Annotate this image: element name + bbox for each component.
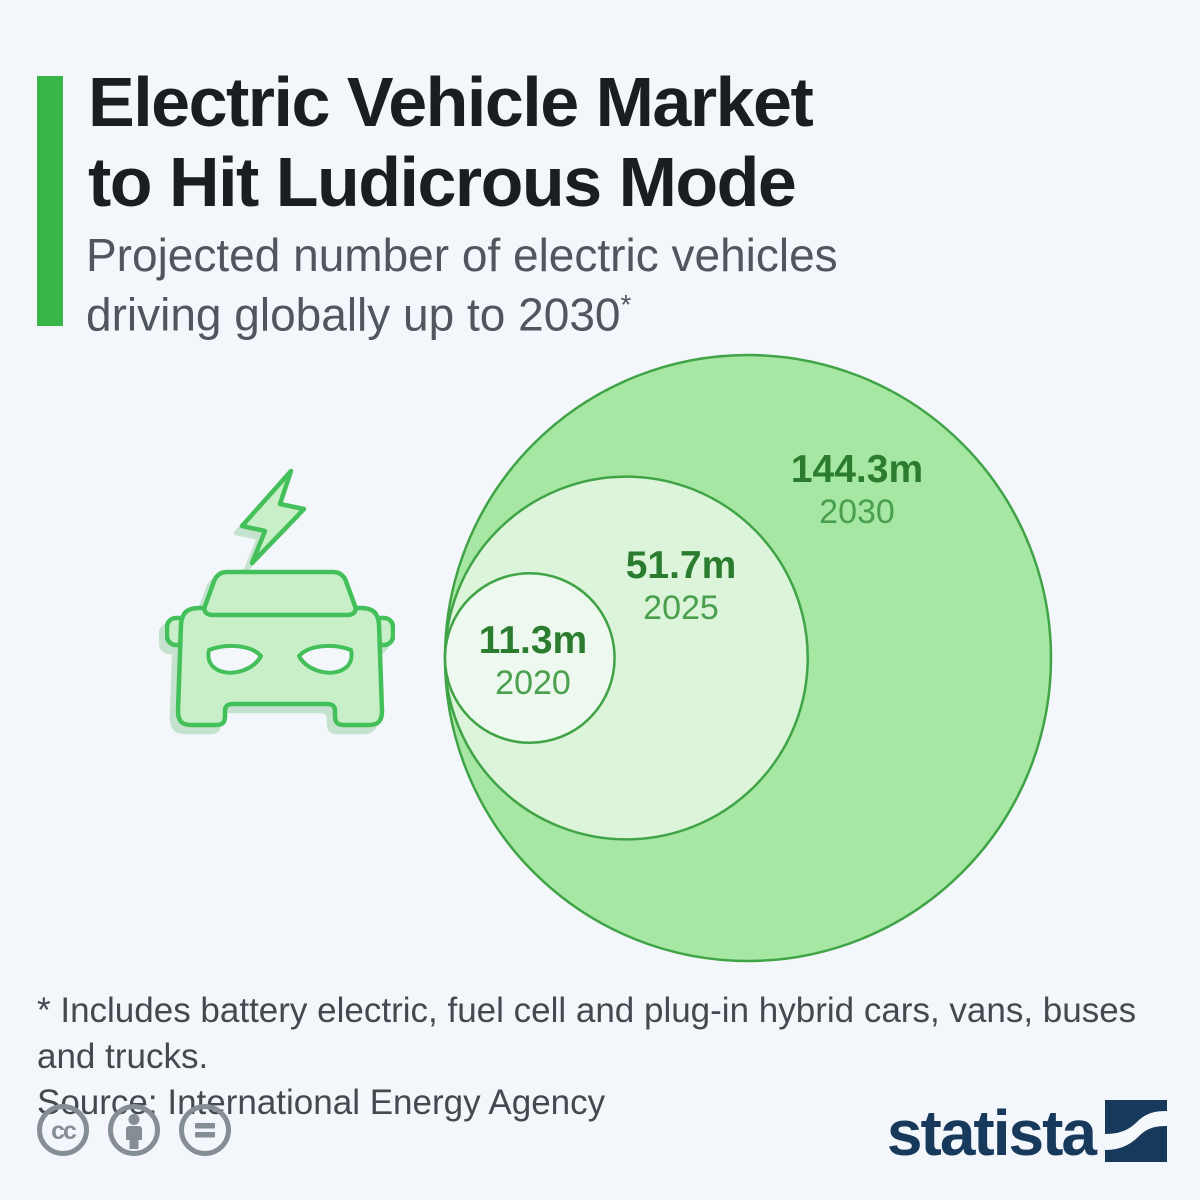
title-accent-bar	[37, 76, 63, 326]
circle-2020	[443, 571, 616, 745]
statista-wordmark: statista	[886, 1096, 1097, 1169]
circles-group	[443, 353, 1053, 963]
page-title: Electric Vehicle Market to Hit Ludicrous …	[88, 62, 814, 222]
label-2030: 144.3m 2030	[790, 448, 924, 532]
year-2025: 2025	[643, 589, 719, 627]
label-2025: 51.7m 2025	[625, 544, 737, 628]
value-2030: 144.3m	[790, 448, 924, 491]
label-2020: 11.3m 2020	[478, 619, 588, 703]
subtitle-line-1: Projected number of electric vehicles	[86, 229, 838, 281]
subtitle: Projected number of electric vehicles dri…	[86, 230, 838, 339]
car-left-headlight	[206, 643, 263, 675]
title-line-1: Electric Vehicle Market	[88, 63, 814, 141]
svg-text:cc: cc	[51, 1117, 77, 1145]
creative-commons-icon[interactable]: cc	[36, 1103, 90, 1157]
footnote-marker: *	[620, 289, 632, 320]
footnote-block: * Includes battery electric, fuel cell a…	[37, 988, 1200, 1126]
car-right-headlight	[297, 643, 354, 675]
car-body	[175, 605, 385, 728]
lightning-bolt-icon	[239, 468, 307, 566]
statista-logo-mark	[1105, 1100, 1167, 1162]
subtitle-line-2: driving globally up to 2030	[86, 288, 621, 341]
license-badges: cc	[36, 1103, 232, 1157]
car-windshield	[202, 569, 358, 618]
year-2020: 2020	[495, 664, 571, 702]
value-2025: 51.7m	[625, 544, 737, 587]
electric-car-icon	[165, 468, 395, 728]
value-2020: 11.3m	[478, 619, 588, 662]
year-2030: 2030	[819, 493, 895, 531]
footnote-text: * Includes battery electric, fuel cell a…	[37, 991, 1137, 1076]
attribution-person-icon[interactable]	[107, 1103, 161, 1157]
no-derivatives-equals-icon[interactable]	[178, 1103, 232, 1157]
statista-logo[interactable]: statista	[886, 1096, 1167, 1169]
title-line-2: to Hit Ludicrous Mode	[88, 143, 797, 221]
